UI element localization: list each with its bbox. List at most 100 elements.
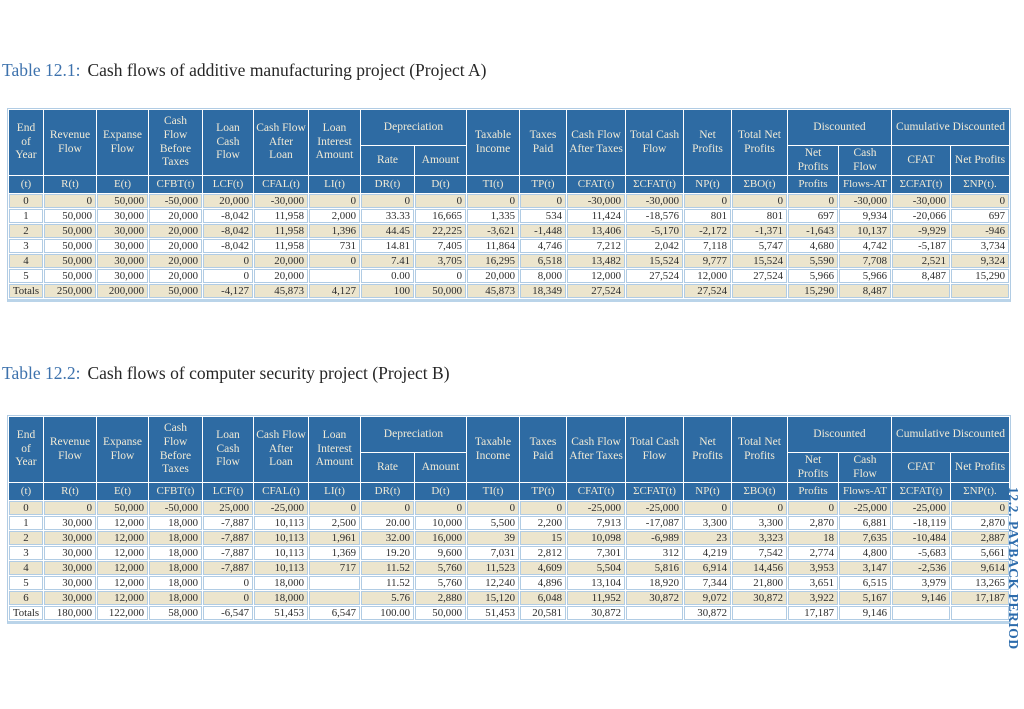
value-cell: -9,929	[892, 224, 950, 239]
value-cell: -30,000	[567, 194, 625, 209]
value-cell: 534	[520, 209, 566, 224]
column-header: Total Net Profits	[732, 417, 787, 483]
value-cell: 4,746	[520, 239, 566, 254]
value-cell: 13,265	[951, 576, 1009, 591]
value-cell: -25,000	[839, 501, 891, 516]
column-symbol: TI(t)	[467, 176, 519, 194]
value-cell: 9,600	[415, 546, 466, 561]
column-symbol: DR(t)	[361, 483, 414, 501]
column-header: Revenue Flow	[44, 110, 96, 176]
value-cell: 50,000	[415, 606, 466, 621]
column-header: Loan Cash Flow	[203, 110, 253, 176]
value-cell: -2,172	[684, 224, 731, 239]
value-cell: 0	[203, 269, 253, 284]
value-cell: -8,042	[203, 224, 253, 239]
value-cell: 23	[684, 531, 731, 546]
value-cell: 6,048	[520, 591, 566, 606]
value-cell: -30,000	[254, 194, 308, 209]
value-cell: 801	[732, 209, 787, 224]
value-cell: -25,000	[892, 501, 950, 516]
column-header: Cash Flow	[839, 453, 891, 483]
column-symbol: CFAT(t)	[567, 176, 625, 194]
value-cell: 25,000	[203, 501, 253, 516]
value-cell: 0	[44, 501, 96, 516]
value-cell: 3,953	[788, 561, 838, 576]
value-cell: 30,000	[97, 209, 148, 224]
table-row: 5 50,000 30,000 20,000 0 20,000 0.00 0 20,000 8,0…	[9, 269, 1009, 284]
value-cell: 22,225	[415, 224, 466, 239]
value-cell: 27,524	[626, 269, 683, 284]
column-symbol: ΣCFAT(t)	[626, 483, 683, 501]
column-symbol: ΣBO(t)	[732, 176, 787, 194]
value-cell: 0	[203, 576, 253, 591]
value-cell: 3,922	[788, 591, 838, 606]
value-cell: 7,913	[567, 516, 625, 531]
value-cell: -25,000	[626, 501, 683, 516]
value-cell: 17,187	[951, 591, 1009, 606]
value-cell: 122,000	[97, 606, 148, 621]
row-label-cell: Totals	[9, 284, 43, 299]
value-cell: 250,000	[44, 284, 96, 299]
value-cell: 1,335	[467, 209, 519, 224]
column-header: Revenue Flow	[44, 417, 96, 483]
value-cell: 9,146	[892, 591, 950, 606]
value-cell: 10,000	[415, 516, 466, 531]
value-cell: 7,405	[415, 239, 466, 254]
value-cell: 5,500	[467, 516, 519, 531]
value-cell: 7,344	[684, 576, 731, 591]
value-cell: 20,000	[467, 269, 519, 284]
column-header: CFAT	[892, 453, 950, 483]
value-cell: 51,453	[467, 606, 519, 621]
column-header: Net Profits	[788, 453, 838, 483]
value-cell: 11,424	[567, 209, 625, 224]
caption-label: Table 12.1:	[2, 60, 81, 80]
value-cell: 100	[361, 284, 414, 299]
value-cell: 51,453	[254, 606, 308, 621]
table-row: 5 30,000 12,000 18,000 0 18,000 11.52 5,760 12,2…	[9, 576, 1009, 591]
column-symbol: NP(t)	[684, 176, 731, 194]
value-cell: 11,523	[467, 561, 519, 576]
value-cell: 20,000	[203, 194, 253, 209]
table-row: 1 30,000 12,000 18,000 -7,887 10,113 2,500 20.0…	[9, 516, 1009, 531]
value-cell: 20,000	[149, 224, 202, 239]
value-cell: -7,887	[203, 546, 253, 561]
value-cell: -8,042	[203, 209, 253, 224]
value-cell: 20,000	[149, 269, 202, 284]
value-cell: -1,448	[520, 224, 566, 239]
value-cell: 19.20	[361, 546, 414, 561]
value-cell: 16,000	[415, 531, 466, 546]
row-label-cell: Totals	[9, 606, 43, 621]
column-symbol: Profits	[788, 176, 838, 194]
value-cell: 2,870	[951, 516, 1009, 531]
value-cell: 5,661	[951, 546, 1009, 561]
column-group-header: Depreciation	[361, 110, 466, 145]
column-symbol: LI(t)	[309, 483, 360, 501]
row-label-cell: 2	[9, 531, 43, 546]
value-cell: 200,000	[97, 284, 148, 299]
value-cell	[892, 284, 950, 299]
value-cell: 0	[520, 194, 566, 209]
value-cell: 801	[684, 209, 731, 224]
column-header: Net Profits	[951, 146, 1009, 176]
column-header: Loan Interest Amount	[309, 110, 360, 176]
value-cell: -1,643	[788, 224, 838, 239]
value-cell: 6,914	[684, 561, 731, 576]
value-cell: 50,000	[97, 194, 148, 209]
value-cell: 12,000	[97, 531, 148, 546]
value-cell: 30,872	[684, 606, 731, 621]
value-cell: 4,800	[839, 546, 891, 561]
value-cell: 20,000	[149, 254, 202, 269]
column-symbol: ΣNP(t).	[951, 483, 1009, 501]
column-header: Cash Flow After Taxes	[567, 110, 625, 176]
value-cell: 0	[203, 254, 253, 269]
column-header: Cash Flow After Loan	[254, 110, 308, 176]
value-cell: 39	[467, 531, 519, 546]
section-label-vertical: 12.2. PAYBACK PERIOD	[1006, 487, 1021, 650]
value-cell: 0	[951, 194, 1009, 209]
value-cell: 3,979	[892, 576, 950, 591]
value-cell: 30,000	[44, 516, 96, 531]
column-header: Net Profits	[684, 110, 731, 176]
value-cell: 8,487	[892, 269, 950, 284]
value-cell	[309, 576, 360, 591]
value-cell: 0.00	[361, 269, 414, 284]
